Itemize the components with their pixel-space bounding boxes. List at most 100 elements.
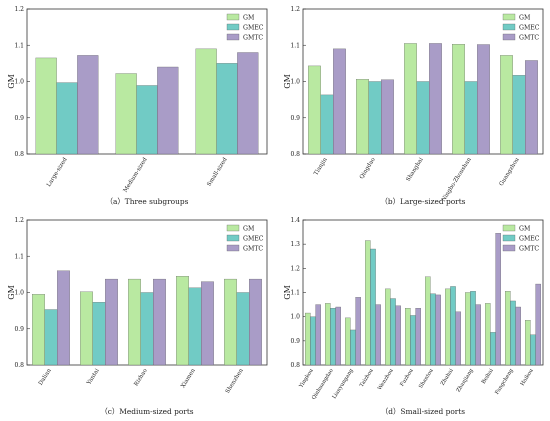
- bar-gmec-dalian: [44, 309, 58, 366]
- bar-gm-qinhuangdao: [325, 303, 331, 366]
- legend-swatch-gm: [226, 224, 240, 232]
- panel-small-sized-ports: GM 0.80.91.01.11.21.31.4 YingkouQinhuang…: [283, 217, 544, 416]
- bar-gmtc-qinhuangdao: [335, 306, 341, 366]
- bar-gmtc-lianyungang: [355, 297, 361, 366]
- legend-swatch-gm: [502, 224, 516, 232]
- legend-swatch-gmtc: [226, 244, 240, 252]
- y-tick-label: 1.3: [290, 241, 300, 248]
- y-tick-label: 0.8: [290, 362, 300, 369]
- bar-gmec-xiamen: [188, 287, 202, 366]
- panel-caption: （a）Three subgroups: [106, 197, 189, 206]
- legend-label-gmtc: GMTC: [519, 246, 539, 253]
- bar-gmtc-tianjin: [333, 48, 346, 155]
- legend-label-gmtc: GMTC: [243, 246, 263, 253]
- y-axis-label: GM: [283, 74, 292, 89]
- bar-gmec-wenzhou: [390, 298, 396, 366]
- bar-gmtc-guangzhou: [525, 60, 538, 155]
- bar-gm-small-sized: [195, 48, 217, 155]
- bar-gm-haikou: [525, 320, 531, 366]
- bar-gm-xiamen: [176, 276, 189, 366]
- legend-label-gmtc: GMTC: [243, 35, 263, 42]
- bar-gmtc-shanghai: [429, 43, 442, 155]
- legend-label-gmtc: GMTC: [519, 35, 539, 42]
- bar-gmtc-small-sized: [237, 52, 259, 155]
- bar-gmtc-shenzhen: [249, 278, 262, 366]
- legend-swatch-gmec: [502, 234, 516, 242]
- y-tick-label: 1.1: [14, 253, 24, 260]
- bar-gmec-beihai: [490, 332, 496, 366]
- panel-caption: （d）Small-sized ports: [381, 407, 465, 416]
- bar-gmec-guangzhou: [512, 75, 526, 155]
- bar-gm-medium-sized: [115, 73, 137, 155]
- legend-swatch-gmec: [502, 23, 516, 31]
- bar-gm-zhuhai: [445, 288, 451, 366]
- y-tick-label: 1.2: [14, 217, 24, 224]
- y-ticks: 0.8 0.9 1.0 1.1 1.2: [14, 6, 30, 158]
- bar-gmec-qingdao: [368, 81, 382, 155]
- bar-gmtc-haikou: [535, 283, 541, 366]
- bar-gmec-haikou: [530, 334, 536, 366]
- bar-gm-beihai: [485, 303, 491, 366]
- bar-gmec-shenzhen: [236, 292, 250, 366]
- y-ticks: 0.8 0.9 1.0 1.1 1.2: [290, 6, 306, 158]
- bar-gmec-zhanjiang: [470, 291, 476, 366]
- y-tick-label: 1.1: [290, 290, 300, 297]
- y-tick-label: 1.0: [14, 290, 24, 297]
- bar-gm-guangzhou: [500, 55, 513, 155]
- bar-gmec-ningbo-zhoushan: [464, 81, 478, 155]
- bar-gmtc-yantai: [105, 278, 118, 366]
- legend: GM GMEC GMTC: [502, 224, 540, 253]
- bar-gmtc-fangcheng: [515, 306, 521, 366]
- bar-gmtc-wenzhou: [395, 305, 401, 366]
- bar-gm-large-sized: [35, 57, 57, 155]
- bar-gm-wenzhou: [385, 288, 391, 366]
- bar-gmec-rizhao: [140, 292, 154, 366]
- legend-label-gm: GM: [243, 226, 255, 233]
- bar-gmtc-dalian: [57, 270, 70, 366]
- bar-gmtc-yingkou: [315, 304, 321, 366]
- bar-gm-ningbo-zhoushan: [452, 44, 465, 155]
- bar-gmec-shanghai: [416, 81, 430, 155]
- legend-label-gm: GM: [519, 15, 531, 22]
- y-tick-label: 1.1: [14, 42, 24, 49]
- bars: [308, 43, 538, 155]
- y-tick-label: 0.8: [14, 151, 24, 158]
- y-tick-label: 1.4: [290, 217, 300, 224]
- y-axis-label: GM: [7, 285, 16, 300]
- bar-gmtc-qingdao: [381, 79, 394, 155]
- legend-label-gmec: GMEC: [519, 236, 540, 243]
- bar-gm-shenzhen: [224, 278, 237, 366]
- panel-caption: （b）Large-sized ports: [381, 197, 466, 206]
- legend-swatch-gmtc: [502, 33, 516, 41]
- legend: GM GMEC GMTC: [502, 13, 540, 42]
- bar-gmtc-large-sized: [77, 55, 99, 155]
- y-tick-label: 0.8: [14, 362, 24, 369]
- bar-gmtc-zhuhai: [455, 311, 461, 366]
- bar-gm-rizhao: [128, 278, 141, 366]
- legend-label-gmec: GMEC: [243, 25, 264, 32]
- bars: [32, 270, 262, 366]
- bar-gmec-lianyungang: [350, 329, 356, 366]
- legend-label-gm: GM: [519, 226, 531, 233]
- y-ticks: 0.8 0.9 1.0 1.1 1.2 1.3 1.4: [290, 217, 306, 369]
- bar-gmec-yingkou: [310, 316, 316, 366]
- bar-gmtc-rizhao: [153, 278, 166, 366]
- bar-gm-qingdao: [356, 79, 369, 155]
- bar-gm-zhanjiang: [465, 292, 471, 366]
- bar-gmtc-taizhou: [375, 304, 381, 366]
- panel-caption: （c）Medium-sized ports: [100, 407, 193, 416]
- bar-gmec-small-sized: [216, 63, 238, 155]
- bars: [305, 233, 541, 366]
- y-tick-label: 1.0: [14, 79, 24, 86]
- bar-gmec-shantou: [430, 293, 436, 366]
- bar-gmec-zhuhai: [450, 286, 456, 366]
- bar-gmtc-zhanjiang: [475, 304, 481, 366]
- bars: [35, 48, 259, 155]
- bar-gmtc-ningbo-zhoushan: [477, 44, 490, 155]
- bar-gm-yantai: [80, 291, 93, 366]
- bar-gmec-taizhou: [370, 248, 376, 366]
- bar-gm-yingkou: [305, 312, 311, 366]
- y-tick-label: 1.2: [290, 6, 300, 13]
- legend-swatch-gmtc: [226, 33, 240, 41]
